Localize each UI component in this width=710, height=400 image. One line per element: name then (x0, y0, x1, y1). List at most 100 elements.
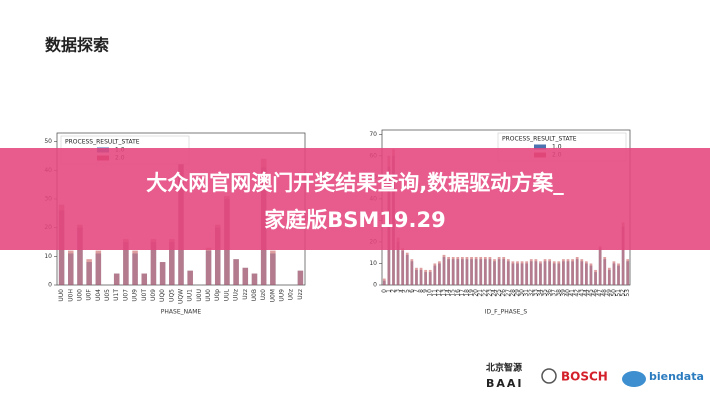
bar (132, 250, 138, 285)
x-tick-label: 53 (624, 289, 631, 297)
x-tick-label: UU1 (187, 289, 194, 302)
x-tick-label: UUz (233, 289, 240, 301)
legend-title: PROCESS_RESULT_STATE (502, 136, 577, 143)
bar (571, 259, 574, 285)
x-tick-label: 31 (523, 289, 530, 297)
x-tick-label: 34 (537, 289, 544, 297)
bar (68, 250, 74, 285)
bar (575, 257, 579, 285)
x-tick-label: 8 (418, 289, 425, 293)
x-tick-label: UU0 (58, 289, 65, 302)
x-tick-label: U00 (76, 289, 83, 301)
bar (603, 257, 607, 285)
x-tick-label: 1 (385, 289, 392, 293)
bar (159, 262, 166, 285)
bar (415, 267, 418, 285)
x-tick-label: 25 (496, 289, 503, 297)
x-tick-label: 33 (532, 289, 539, 297)
bar (419, 267, 423, 285)
bar (95, 250, 102, 285)
bar (493, 259, 496, 285)
bar (584, 261, 588, 285)
bar (594, 269, 597, 285)
bar (621, 222, 625, 285)
legend-swatch (534, 144, 546, 150)
x-tick-label: 37 (551, 289, 558, 297)
bar (141, 273, 148, 285)
legend-title: PROCESS_RESULT_STATE (65, 139, 140, 146)
x-tick-label: U0z (288, 289, 295, 300)
bar (382, 278, 386, 285)
bar (626, 259, 630, 285)
bar (562, 259, 565, 285)
x-tick-label: U0H (67, 289, 74, 302)
x-tick-label: 20 (473, 289, 480, 297)
bar (539, 261, 542, 285)
x-tick-label: 9 (422, 289, 429, 293)
bar (474, 257, 478, 285)
banner-line: 大众网官网澳门开奖结果查询,数据驱动方案_ (146, 171, 564, 195)
logo-text: biendata (649, 370, 704, 383)
x-tick-label: 6 (408, 289, 415, 293)
bar (465, 257, 469, 285)
bar (86, 259, 92, 285)
logo-icon (622, 371, 646, 387)
x-tick-label: 18 (463, 289, 470, 297)
x-tick-label: 17 (459, 289, 466, 297)
x-tick-label: U1T (113, 289, 120, 301)
y-tick-label: 0 (48, 282, 52, 289)
banner: 大众网官网澳门开奖结果查询,数据驱动方案_ 家庭版BSM19.29 (0, 148, 710, 250)
x-tick-label: 10 (427, 289, 434, 297)
bar (401, 248, 405, 285)
bar (598, 246, 602, 285)
x-tick-label: 36 (546, 289, 553, 297)
bar (424, 269, 428, 285)
x-tick-label: 23 (486, 289, 493, 297)
bar (113, 273, 120, 285)
x-tick-label: U0F (86, 288, 93, 300)
page-title: 数据探索 (45, 36, 109, 55)
bar (529, 259, 533, 285)
bar (506, 259, 510, 285)
x-axis-label: PHASE_NAME (161, 309, 202, 316)
bar (483, 257, 487, 285)
x-tick-label: U0T (141, 289, 148, 301)
logos: 北京智源 BAAI BOSCH biendata (486, 362, 704, 391)
x-tick-label: U0U (196, 289, 203, 302)
bar (580, 259, 584, 285)
x-tick-label: 46 (592, 289, 599, 297)
x-tick-label: 2 (390, 289, 397, 293)
x-tick-label: 24 (491, 289, 498, 297)
bar (617, 263, 620, 285)
x-tick-label: Uzz (242, 289, 249, 300)
bar (233, 259, 239, 285)
x-tick-label: 3 (395, 289, 402, 293)
bar (479, 257, 483, 285)
bar (428, 269, 432, 285)
x-tick-label: 29 (514, 289, 521, 297)
bar (470, 257, 473, 285)
bar (607, 267, 611, 285)
x-tick-label: 5 (404, 289, 411, 293)
bar (242, 267, 249, 285)
logo-text: BOSCH (561, 370, 608, 384)
bar (612, 261, 616, 285)
x-tick-label: 30 (519, 289, 526, 297)
bar (410, 259, 414, 285)
x-tick-label: 11 (431, 289, 438, 297)
bar (405, 252, 409, 285)
x-tick-label: 41 (569, 289, 576, 297)
bar (123, 239, 129, 285)
y-tick-label: 10 (44, 253, 52, 260)
bar (497, 257, 501, 285)
x-tick-label: 13 (441, 289, 448, 297)
x-tick-label: 52 (620, 289, 627, 297)
x-tick-label: 7 (413, 289, 420, 293)
bar (557, 261, 561, 285)
y-tick-label: 0 (373, 282, 377, 289)
x-tick-label: U09 (150, 289, 157, 301)
x-tick-label: 48 (601, 289, 608, 297)
y-tick-label: 70 (369, 131, 377, 138)
x-tick-label: 27 (505, 289, 512, 297)
bar (433, 263, 437, 285)
